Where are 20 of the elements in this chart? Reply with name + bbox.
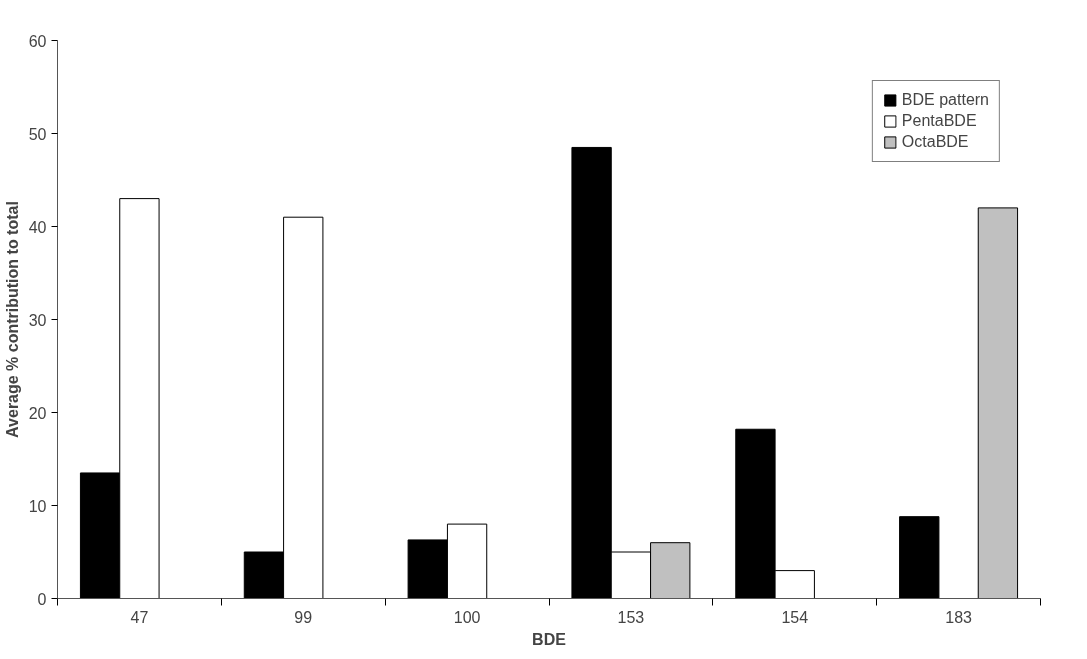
y-tick-label: 10 [28,497,47,515]
y-axis-title: Average % contribution to total [3,201,21,438]
x-tick-label: 153 [617,608,645,626]
x-tick-label: 100 [453,608,481,626]
legend-label: PentaBDE [901,112,977,130]
y-tick-label: 50 [28,125,47,143]
y-tick-label: 60 [28,32,47,50]
legend-label: OctaBDE [901,133,969,151]
x-tick-label: 47 [130,608,149,626]
x-tick-label: 99 [294,608,313,626]
x-tick-label: 183 [945,608,973,626]
bar [977,207,1019,599]
bar [899,516,940,599]
y-tick-label: 20 [28,404,47,422]
x-axis-title: BDE [532,630,567,648]
x-tick-label: 154 [781,608,809,626]
y-tick-label: 0 [37,590,47,608]
y-tick-label: 30 [28,311,47,329]
legend-label: BDE pattern [901,91,989,109]
y-tick-label: 40 [28,218,47,236]
